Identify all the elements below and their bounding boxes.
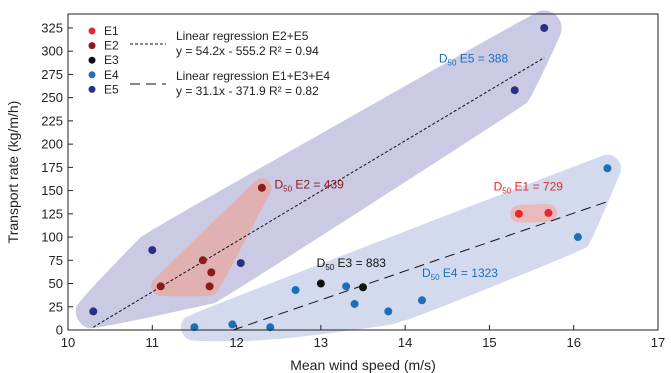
- x-tick-label: 10: [61, 335, 75, 350]
- annotations: D50 E5 = 388 D50 E2 = 439 D50 E1 = 729 D50 …: [275, 51, 564, 282]
- axes: 10 11 12 13 14 15 16 17 0 25 50 75 100 125 150 175 200 22…: [41, 20, 665, 350]
- data-point-e2: [156, 282, 165, 291]
- y-tick-label: 300: [41, 44, 63, 59]
- legend-regression-equation-2: y = 31.1x - 371.9 R² = 0.82: [176, 84, 319, 98]
- data-point-e5: [236, 259, 245, 268]
- data-point-e2: [207, 268, 216, 277]
- y-axis-label: Transport rate (kg/m/h): [5, 101, 21, 244]
- x-tick-label: 11: [146, 335, 160, 350]
- data-point-e3: [316, 279, 325, 288]
- data-point-e2: [257, 183, 266, 192]
- data-point-e4: [266, 323, 275, 332]
- x-tick-label: 12: [229, 335, 243, 350]
- plot-frame: [67, 13, 659, 331]
- y-tick-label: 275: [41, 67, 63, 82]
- y-tick-label: 200: [41, 137, 63, 152]
- legend-label-e5: E5: [104, 82, 119, 96]
- shaded-region-e2: [151, 178, 272, 297]
- data-point-e4: [573, 233, 582, 242]
- x-tick-label: 14: [398, 335, 412, 350]
- annotation-1: D50 E5 = 388: [439, 51, 509, 67]
- x-tick-label: 16: [566, 335, 580, 350]
- y-tick-label: 0: [56, 323, 63, 338]
- data-point-e2: [198, 256, 207, 265]
- y-tick-label: 100: [41, 230, 63, 245]
- data-point-e4: [228, 320, 237, 329]
- data-point-e3: [359, 283, 367, 292]
- x-tick-label: 15: [482, 335, 496, 350]
- data-point-e2: [205, 282, 214, 291]
- annotation-2: D50 E2 = 439: [275, 178, 345, 194]
- data-point-e5: [148, 246, 157, 255]
- legend-regression-label-1: Linear regression E2+E5: [176, 29, 309, 43]
- shaded-regions: [75, 10, 621, 342]
- legend-label-e4: E4: [104, 68, 119, 82]
- shaded-region-e1-e3-e4: [180, 154, 621, 342]
- data-point-e5: [540, 23, 549, 32]
- y-tick-label: 125: [41, 206, 63, 221]
- legend-marker-e2: [88, 42, 96, 50]
- regression-line-1: [93, 57, 545, 328]
- y-tick-label: 325: [41, 20, 63, 35]
- legend-marker-e1: [88, 27, 96, 35]
- y-tick-label: 50: [49, 276, 63, 291]
- y-tick-label: 175: [41, 160, 63, 175]
- legend-regression-label-2: Linear regression E1+E3+E4: [176, 69, 330, 83]
- annotation-3: D50 E1 = 729: [494, 180, 564, 196]
- annotation-4: D50 E3 = 883: [317, 256, 387, 272]
- data-point-e5: [89, 307, 98, 316]
- data-point-e4: [418, 296, 426, 305]
- legend-marker-e3: [88, 56, 96, 64]
- y-tick-label: 25: [49, 299, 63, 314]
- data-point-e4: [342, 282, 351, 291]
- regression-lines: [93, 57, 608, 331]
- y-tick-label: 225: [41, 113, 63, 128]
- data-points: [89, 23, 612, 332]
- y-tick-label: 150: [41, 183, 63, 198]
- data-point-e4: [603, 164, 612, 173]
- legend-label-e2: E2: [104, 39, 119, 53]
- data-point-e1: [544, 208, 553, 217]
- legend-marker-e4: [88, 71, 96, 79]
- legend-regression-equation-1: y = 54.2x - 555.2 R² = 0.94: [176, 44, 319, 58]
- data-point-e4: [350, 299, 359, 308]
- x-axis-label: Mean wind speed (m/s): [290, 357, 436, 373]
- x-tick-label: 17: [651, 335, 665, 350]
- data-point-e5: [510, 86, 519, 95]
- data-point-e4: [384, 307, 393, 316]
- data-point-e4: [190, 323, 199, 332]
- y-tick-label: 75: [49, 253, 63, 268]
- data-point-e4: [291, 286, 300, 295]
- legend-marker-e5: [88, 85, 96, 93]
- data-point-e1: [514, 209, 523, 218]
- x-tick-label: 13: [314, 335, 328, 350]
- legend-label-e1: E1: [104, 24, 119, 38]
- regression-line-2: [232, 201, 608, 331]
- shaded-region-e1: [510, 204, 558, 223]
- annotation-5: D50 E4 = 1323: [422, 266, 498, 282]
- y-tick-label: 250: [41, 90, 63, 105]
- legend-label-e3: E3: [104, 53, 119, 67]
